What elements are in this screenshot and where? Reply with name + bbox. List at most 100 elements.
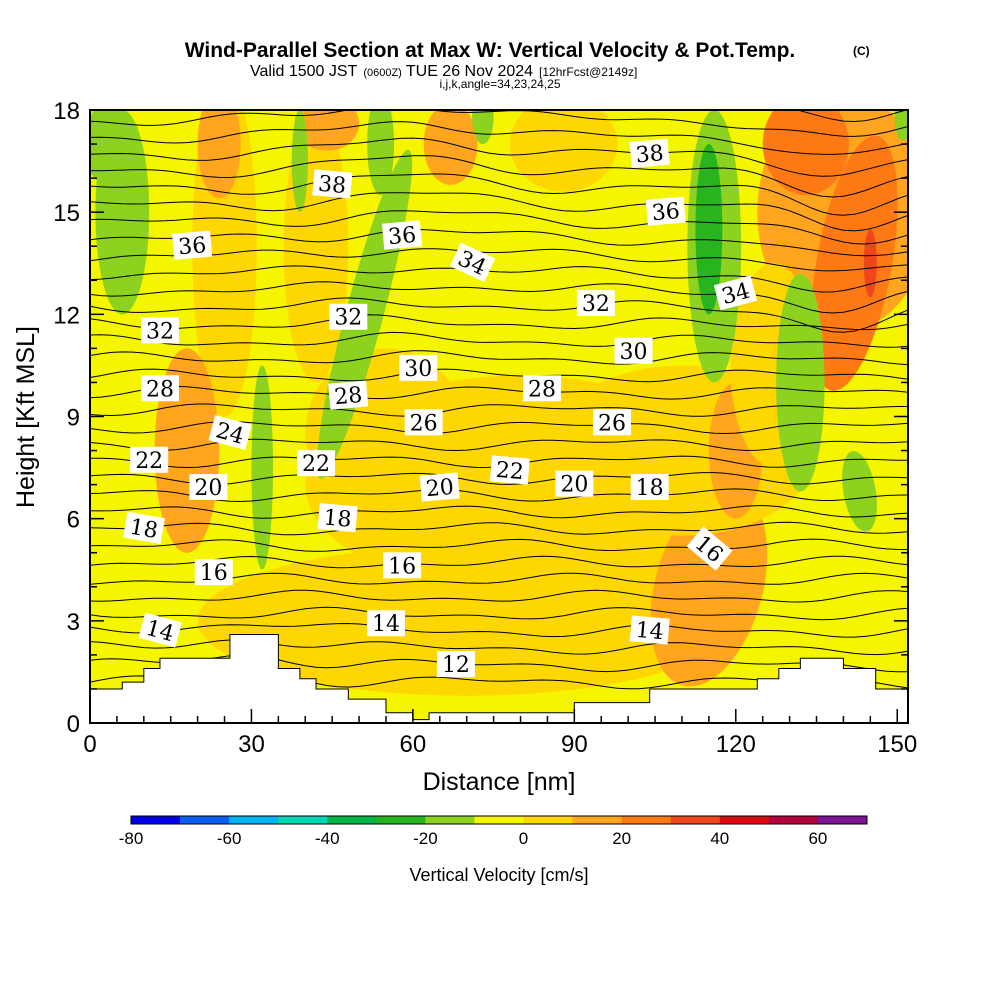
- colorbar-tick-label: -60: [217, 829, 242, 848]
- colorbar-swatch: [229, 816, 279, 824]
- x-tick-label: 30: [238, 731, 265, 758]
- colorbar-tick-label: 0: [519, 829, 528, 848]
- contour-label: 22: [297, 450, 336, 477]
- contour-label: 20: [419, 472, 460, 502]
- contour-label: 26: [404, 409, 443, 436]
- isentrope-line: [90, 137, 908, 177]
- colorbar-tick-label: -40: [315, 829, 340, 848]
- velocity-region: [367, 110, 395, 196]
- contour-label-text: 36: [387, 223, 417, 250]
- contour-label: 14: [366, 610, 405, 637]
- contour-label: 36: [381, 220, 423, 250]
- contour-label-text: 16: [200, 561, 228, 586]
- subtitle-date: TUE 26 Nov 2024: [406, 63, 533, 80]
- contour-label: 28: [328, 380, 369, 410]
- y-tick-label: 0: [67, 711, 80, 738]
- title-mark: (C): [853, 44, 870, 58]
- contour-label: 38: [312, 169, 353, 199]
- colorbar-tick-label: 40: [710, 829, 729, 848]
- contour-label-text: 32: [582, 292, 610, 317]
- x-axis-label: Distance [nm]: [423, 768, 576, 796]
- colorbar-swatch: [768, 816, 819, 824]
- colorbar-label: Vertical Velocity [cm/s]: [409, 865, 588, 885]
- colorbar-swatch: [670, 816, 721, 824]
- contour-label-text: 18: [636, 476, 664, 501]
- contour-label: 18: [630, 474, 669, 501]
- contour-label: 24: [208, 415, 252, 451]
- velocity-region: [251, 365, 273, 570]
- isentrope-line: [90, 385, 908, 400]
- isentrope-line: [90, 110, 908, 137]
- colorbar-swatch: [474, 816, 525, 824]
- y-tick-label: 6: [67, 507, 80, 534]
- contour-label: 32: [140, 317, 179, 344]
- isentrope-line: [90, 248, 908, 272]
- colorbar-swatch: [278, 816, 328, 824]
- velocity-region: [863, 229, 877, 298]
- isentrope-line: [90, 228, 908, 257]
- isentrope-line: [90, 589, 908, 603]
- contour-label-text: 22: [495, 458, 525, 485]
- contour-label-text: 28: [333, 383, 363, 410]
- isentrope-line: [90, 538, 908, 552]
- colorbar-tick-label: -20: [413, 829, 438, 848]
- colorbar-swatch: [719, 816, 770, 824]
- contour-label: 30: [399, 354, 438, 382]
- y-tick-label: 12: [53, 302, 80, 329]
- isentrope-line: [90, 210, 908, 245]
- colorbar-swatch: [131, 816, 181, 824]
- velocity-region: [197, 545, 736, 696]
- index-line: i,j,k,angle=34,23,24,25: [439, 77, 560, 91]
- velocity-region: [423, 110, 478, 185]
- contour-label: 22: [489, 455, 530, 485]
- contour-label-text: 28: [146, 377, 174, 402]
- contour-label-text: 20: [194, 476, 222, 501]
- subtitle-valid: Valid 1500 JST: [250, 63, 358, 80]
- colorbar-tick-label: 20: [612, 829, 631, 848]
- contour-label: 32: [576, 290, 615, 317]
- colorbar-tick-label: -80: [119, 829, 144, 848]
- contour-label: 18: [123, 511, 165, 544]
- y-tick-label: 18: [53, 98, 80, 125]
- contour-label: 36: [172, 230, 213, 260]
- contour-label-text: 38: [317, 172, 347, 199]
- x-tick-label: 60: [400, 731, 427, 758]
- contour-label-text: 14: [372, 612, 400, 637]
- contour-label: 22: [130, 446, 169, 474]
- contour-label: 18: [317, 503, 358, 533]
- velocity-region: [509, 110, 618, 192]
- velocity-region: [776, 273, 825, 492]
- isentrope-line: [90, 314, 908, 331]
- contour-label-text: 12: [442, 653, 470, 678]
- contour-label-text: 22: [302, 452, 330, 477]
- isentrope-line: [90, 654, 908, 673]
- colorbar: -80 -60 -40 -20 0 20 40 60: [119, 815, 868, 848]
- isentrope-line: [90, 155, 908, 198]
- subtitle-forecast: [12hrFcst@2149z]: [539, 65, 637, 79]
- isentrope-line: [90, 505, 908, 519]
- contour-label-text: 30: [404, 357, 432, 382]
- isentrope-line: [90, 639, 908, 656]
- contour-label-text: 28: [528, 377, 556, 402]
- contour-label-text: 18: [322, 505, 352, 532]
- y-tick-label: 9: [67, 405, 80, 432]
- velocity-region: [472, 110, 494, 145]
- x-tick-label: 90: [561, 731, 588, 758]
- isentrope-line: [90, 192, 908, 232]
- colorbar-tick-label: 60: [808, 829, 827, 848]
- contour-label: 28: [140, 375, 179, 402]
- isentrope-line: [90, 606, 908, 621]
- colorbar-swatch: [817, 816, 868, 824]
- x-tick-label: 0: [83, 731, 96, 758]
- velocity-region: [650, 487, 768, 687]
- contour-label-text: 26: [598, 411, 626, 436]
- contour-label: 36: [645, 196, 686, 226]
- contour-label-text: 18: [128, 515, 160, 544]
- isentrope-line: [90, 622, 908, 638]
- contour-label-text: 30: [620, 340, 648, 365]
- colorbar-swatch: [180, 816, 230, 824]
- contour-label-text: 38: [635, 141, 665, 168]
